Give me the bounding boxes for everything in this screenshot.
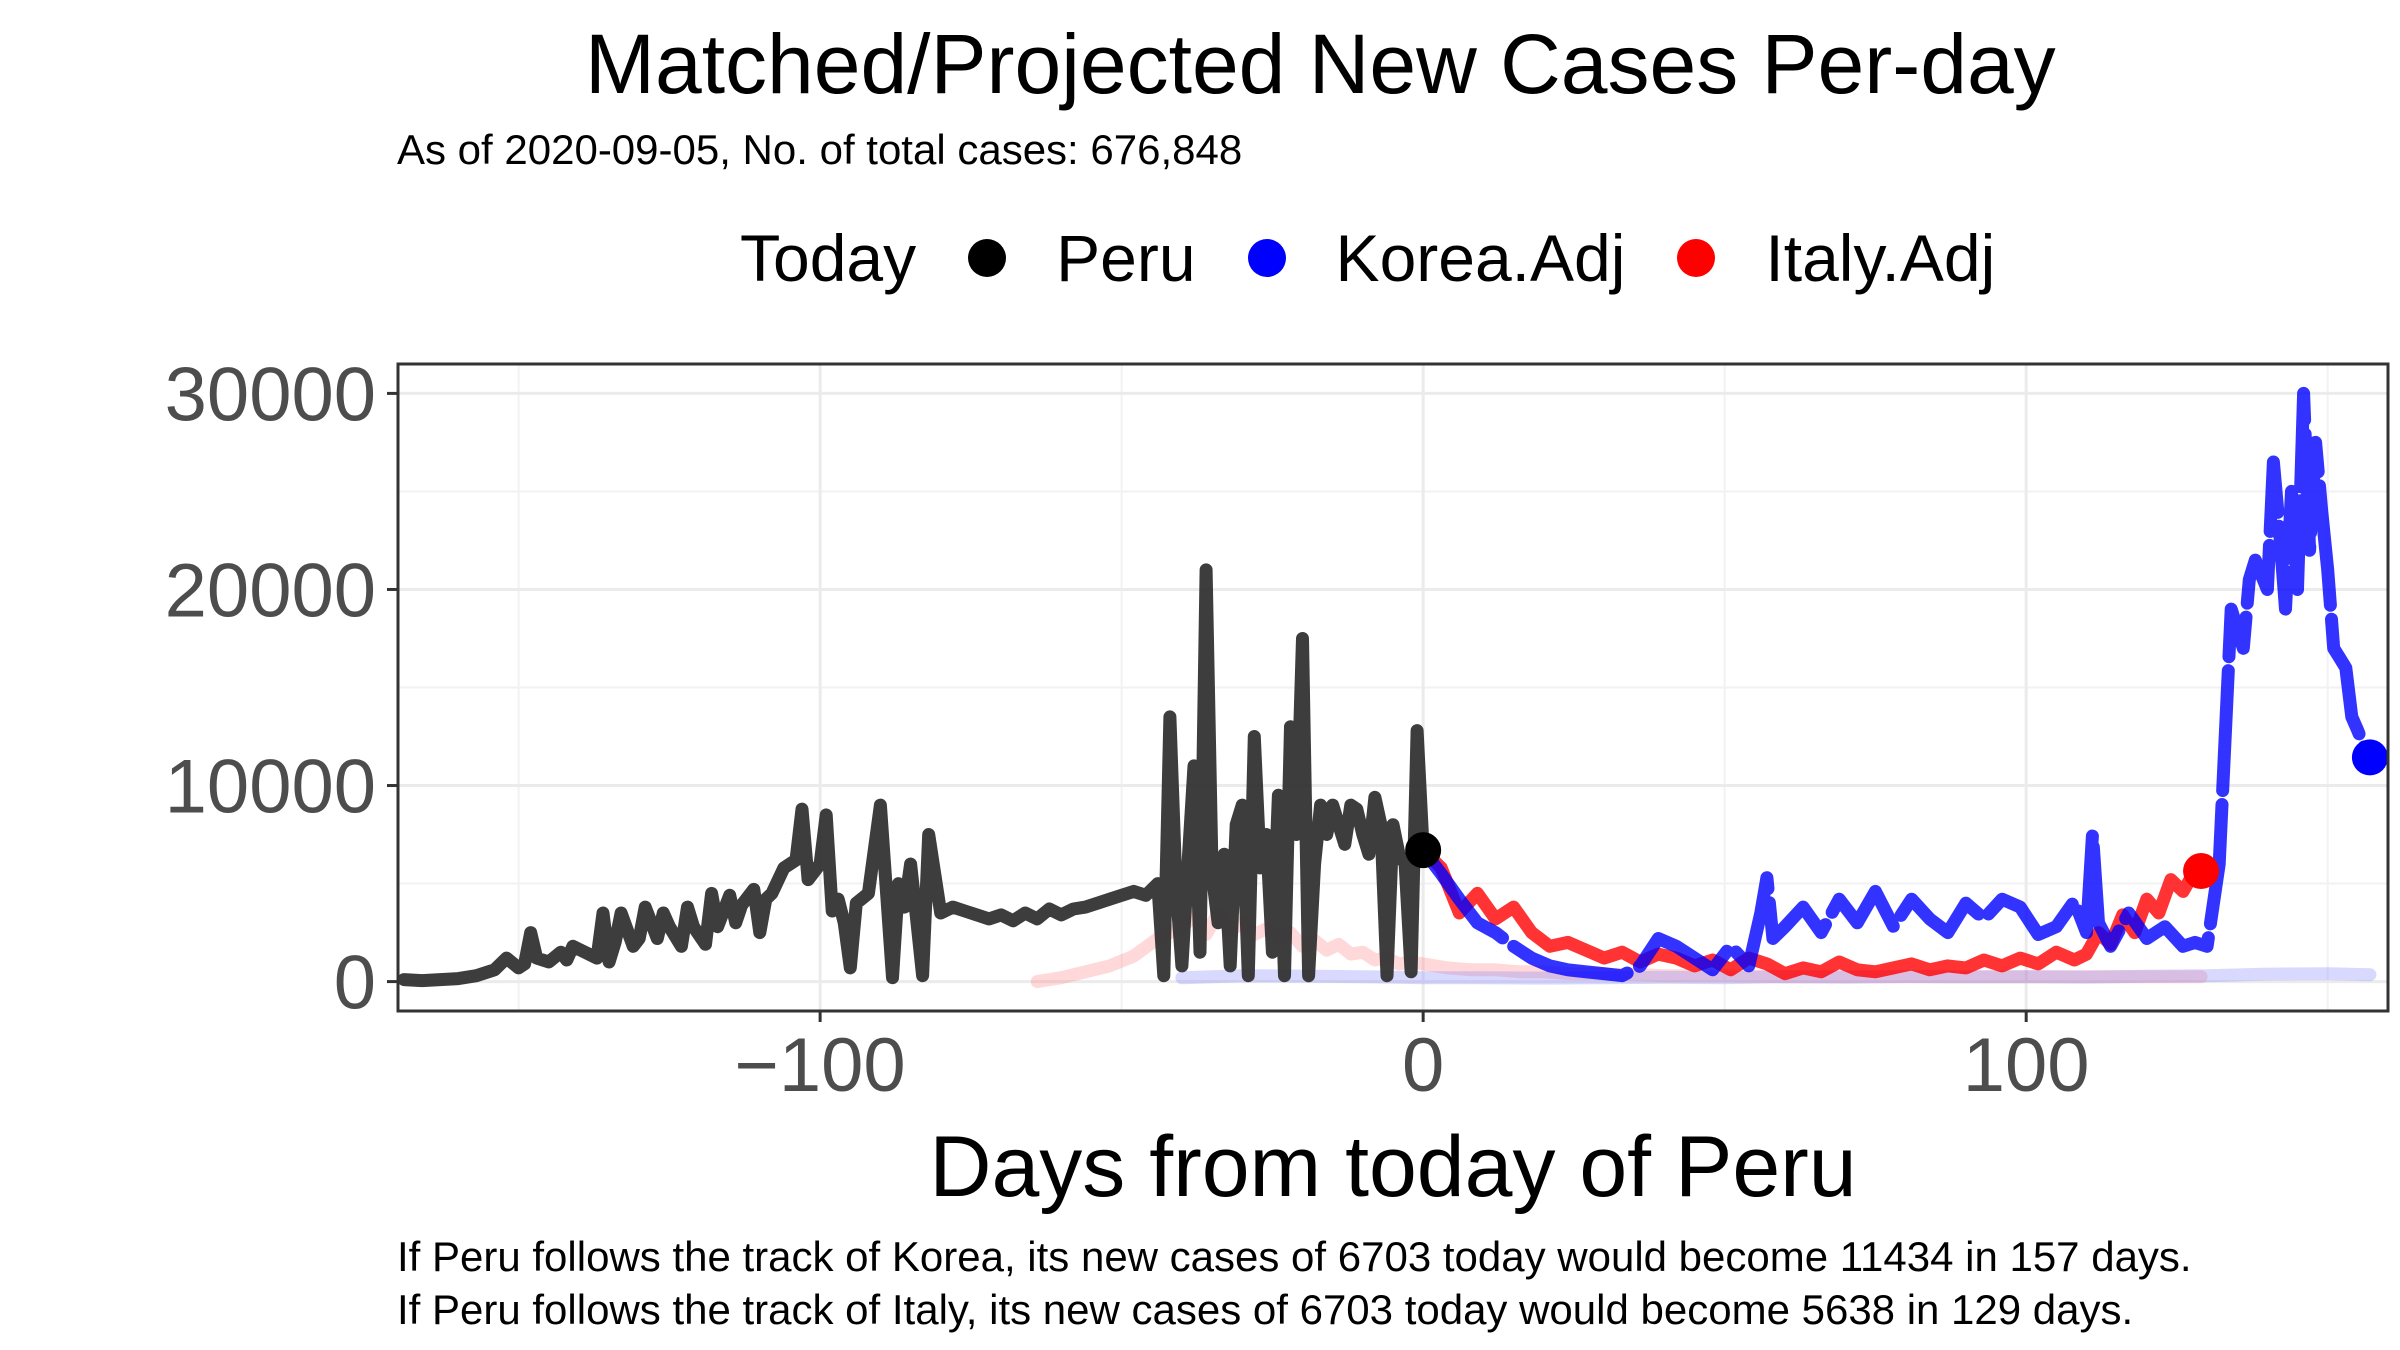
x-axis-title: Days from today of Peru (929, 1119, 1856, 1215)
chart-subtitle: As of 2020-09-05, No. of total cases: 67… (397, 126, 1243, 173)
legend-item-korea: Korea.Adj (1247, 220, 1626, 296)
chart-title: Matched/Projected New Cases Per-day (585, 17, 2056, 111)
legend-label-peru: Peru (1056, 221, 1196, 295)
y-tick-label: 0 (334, 941, 376, 1026)
series-line-peru (397, 563, 1430, 988)
legend-label-korea: Korea.Adj (1335, 221, 1626, 295)
plot-border (396, 362, 2390, 1013)
caption-italy: If Peru follows the track of Italy, its … (397, 1286, 2134, 1333)
today-point-peru (1405, 832, 1442, 869)
series-line-korea (1416, 386, 2377, 983)
x-tick-label: 0 (1402, 1023, 1444, 1108)
today-point-italy-adj (2183, 853, 2220, 890)
legend-dot-korea (1247, 239, 1286, 277)
caption-korea: If Peru follows the track of Korea, its … (397, 1233, 2192, 1280)
legend: Today Peru Korea.Adj Italy.Adj (740, 218, 2047, 298)
legend-item-italy: Italy.Adj (1677, 220, 1995, 296)
y-tick-label: 20000 (165, 548, 376, 633)
legend-dot-peru (968, 239, 1007, 277)
legend-title: Today (740, 221, 917, 295)
x-tick-label: 100 (1963, 1023, 2090, 1108)
x-tick-label: −100 (735, 1023, 906, 1108)
y-tick-label: 30000 (165, 352, 376, 437)
y-tick-label: 10000 (165, 745, 376, 830)
legend-dot-italy (1677, 239, 1716, 277)
legend-label-italy: Italy.Adj (1765, 221, 1996, 295)
today-point-korea-adj (2351, 739, 2388, 776)
legend-item-peru: Peru (968, 220, 1196, 296)
